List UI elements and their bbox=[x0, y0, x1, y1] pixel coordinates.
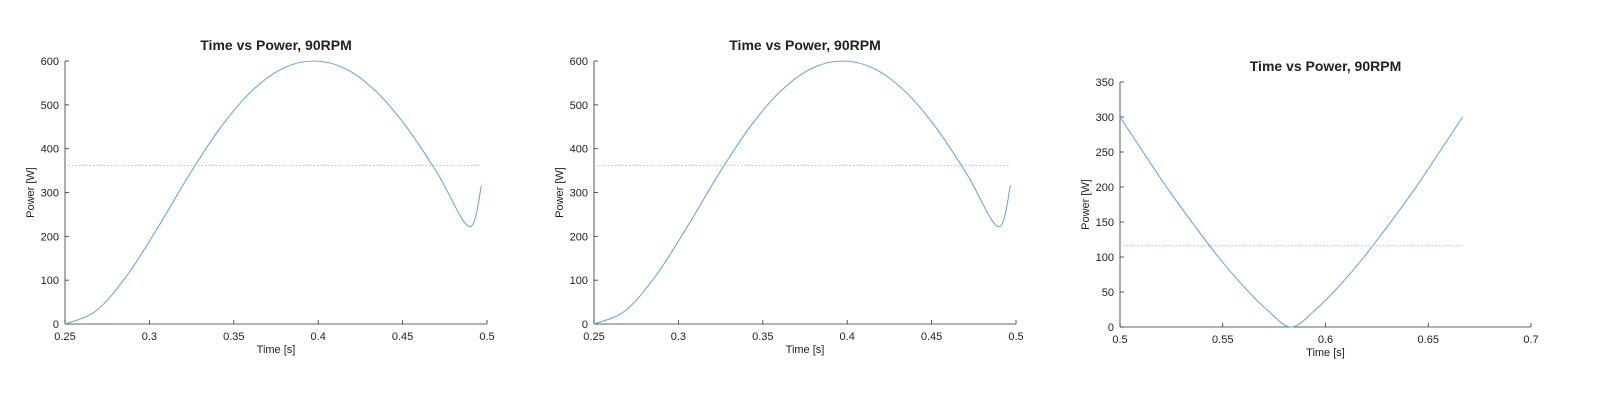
y-tick-label: 500 bbox=[570, 100, 588, 112]
chart-panel-1: 0.25 0.3 0.35 0.4 0.45 0.5 0 100 200 300 400 500 600… bbox=[25, 37, 495, 356]
x-tick-label: 0.45 bbox=[392, 331, 413, 343]
power-curve bbox=[1119, 116, 1464, 328]
x-tick-label: 0.3 bbox=[671, 331, 686, 343]
y-tick-label: 300 bbox=[41, 188, 59, 200]
y-tick-label: 0 bbox=[53, 319, 59, 331]
y-tick-label: 0 bbox=[582, 319, 588, 331]
y-tick-label: 100 bbox=[41, 275, 59, 287]
x-tick-label: 0.25 bbox=[54, 331, 75, 343]
x-tick-label: 0.5 bbox=[1008, 331, 1023, 343]
y-tick-label: 200 bbox=[41, 231, 59, 243]
x-tick-label: 0.7 bbox=[1523, 334, 1538, 346]
y-axis-label: Power [W] bbox=[554, 167, 566, 218]
y-tick-label: 300 bbox=[570, 188, 588, 200]
x-tick-label: 0.5 bbox=[1112, 334, 1127, 346]
power-curve bbox=[64, 60, 482, 325]
y-axis-label: Power [W] bbox=[25, 167, 37, 218]
y-tick-label: 400 bbox=[570, 144, 588, 156]
chart-title: Time vs Power, 90RPM bbox=[200, 37, 351, 53]
chart-panel-3: 0.5 0.55 0.6 0.65 0.7 0 50 100 150 200 250 300 350 Ti… bbox=[1080, 58, 1539, 359]
y-tick-label: 250 bbox=[1096, 147, 1114, 159]
chart-title: Time vs Power, 90RPM bbox=[729, 37, 880, 53]
x-tick-label: 0.6 bbox=[1318, 334, 1333, 346]
y-tick-label: 600 bbox=[41, 56, 59, 68]
x-tick-label: 0.3 bbox=[142, 331, 157, 343]
x-tick-label: 0.55 bbox=[1212, 334, 1233, 346]
x-tick-label: 0.4 bbox=[311, 331, 326, 343]
chart-title: Time vs Power, 90RPM bbox=[1250, 58, 1401, 74]
y-tick-label: 100 bbox=[1096, 252, 1114, 264]
x-axis-label: Time [s] bbox=[786, 344, 825, 356]
y-axis-label: Power [W] bbox=[1080, 179, 1092, 230]
y-tick-label: 400 bbox=[41, 144, 59, 156]
chart-panel-2: 0.25 0.3 0.35 0.4 0.45 0.5 0 100 200 300 400 500 600… bbox=[554, 37, 1024, 356]
y-tick-label: 200 bbox=[1096, 182, 1114, 194]
x-axis-label: Time [s] bbox=[257, 344, 296, 356]
y-tick-label: 100 bbox=[570, 275, 588, 287]
x-tick-label: 0.25 bbox=[583, 331, 604, 343]
y-tick-label: 500 bbox=[41, 100, 59, 112]
x-tick-label: 0.35 bbox=[752, 331, 773, 343]
x-tick-label: 0.65 bbox=[1418, 334, 1439, 346]
x-tick-label: 0.35 bbox=[223, 331, 244, 343]
x-tick-label: 0.45 bbox=[921, 331, 942, 343]
y-tick-label: 300 bbox=[1096, 112, 1114, 124]
x-tick-label: 0.5 bbox=[479, 331, 494, 343]
y-tick-label: 150 bbox=[1096, 217, 1114, 229]
y-tick-label: 50 bbox=[1102, 287, 1114, 299]
x-tick-label: 0.4 bbox=[840, 331, 855, 343]
y-tick-label: 200 bbox=[570, 231, 588, 243]
power-curve bbox=[593, 60, 1011, 325]
x-axis-label: Time [s] bbox=[1306, 347, 1345, 359]
y-tick-label: 350 bbox=[1096, 77, 1114, 89]
y-tick-label: 0 bbox=[1108, 322, 1114, 334]
y-tick-label: 600 bbox=[570, 56, 588, 68]
